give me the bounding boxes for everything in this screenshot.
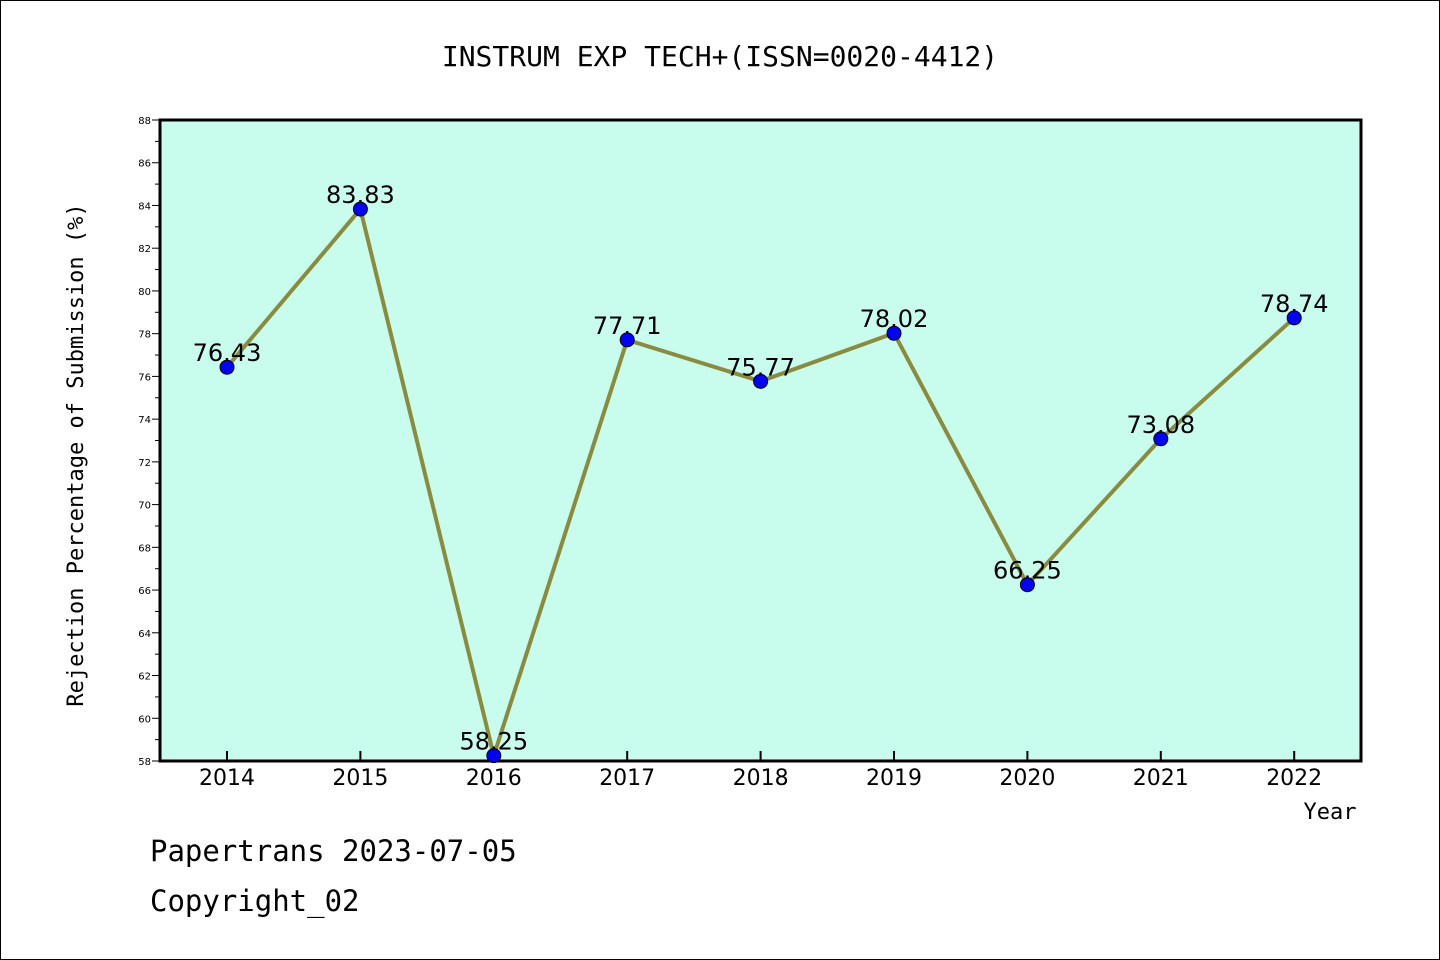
y-tick-label: 86 <box>138 159 151 170</box>
chart-title: INSTRUM EXP TECH+(ISSN=0020-4412) <box>442 40 998 73</box>
data-point <box>753 373 769 389</box>
data-label: 66.25 <box>993 557 1062 585</box>
footer-date: Papertrans 2023-07-05 <box>150 834 517 868</box>
data-label: 78.74 <box>1260 290 1329 318</box>
x-tick-label: 2022 <box>1266 766 1322 791</box>
data-point <box>886 325 902 341</box>
data-label: 83.83 <box>326 181 395 209</box>
x-axis-ticks: 2014 2015 2016 2017 2018 2019 2020 2021 2022 <box>199 751 1322 791</box>
x-tick-label: 2018 <box>733 766 789 791</box>
y-tick-label: 60 <box>138 714 151 725</box>
y-tick-label: 80 <box>138 287 151 298</box>
data-point <box>1286 310 1302 326</box>
y-tick-label: 76 <box>138 372 151 383</box>
data-label: 75.77 <box>726 353 795 381</box>
data-label: 73.08 <box>1126 411 1195 439</box>
y-tick-label: 64 <box>138 629 151 640</box>
y-axis-label: Rejection Percentage of Submission (%) <box>64 203 89 706</box>
footer-copyright: Copyright_02 <box>150 884 360 918</box>
data-label: 78.02 <box>860 305 929 333</box>
y-tick-label: 68 <box>138 543 151 554</box>
data-point <box>1019 577 1035 593</box>
data-labels: 76.43 83.83 58.25 77.71 75.77 78.02 66.25 73.08… <box>193 181 1329 756</box>
y-tick-label: 84 <box>138 201 151 212</box>
x-tick-label: 2019 <box>866 766 922 791</box>
x-tick-label: 2021 <box>1133 766 1189 791</box>
y-axis-ticks: 58 60 62 64 66 68 70 72 74 76 78 80 82 84 86 88 <box>138 116 160 768</box>
x-tick-label: 2020 <box>999 766 1055 791</box>
data-label: 58.25 <box>459 728 528 756</box>
y-tick-label: 88 <box>138 116 151 127</box>
y-tick-label: 72 <box>138 458 151 469</box>
data-label: 76.43 <box>193 339 262 367</box>
y-tick-label: 70 <box>138 501 151 512</box>
series-markers <box>219 201 1302 764</box>
x-axis-label: Year <box>1304 800 1357 825</box>
y-tick-label: 62 <box>138 672 151 683</box>
data-label: 77.71 <box>593 312 662 340</box>
y-tick-label: 78 <box>138 330 151 341</box>
x-tick-label: 2016 <box>466 766 522 791</box>
data-point <box>352 201 368 217</box>
x-tick-label: 2014 <box>199 766 255 791</box>
y-tick-label: 66 <box>138 586 151 597</box>
plot-area <box>158 118 1363 763</box>
y-tick-label: 58 <box>138 757 151 768</box>
x-tick-label: 2015 <box>332 766 388 791</box>
data-point <box>1153 431 1169 447</box>
data-point <box>219 359 235 375</box>
data-point <box>619 332 635 348</box>
y-tick-label: 82 <box>138 244 151 255</box>
y-tick-label: 74 <box>138 415 151 426</box>
data-point <box>486 748 502 764</box>
x-tick-label: 2017 <box>599 766 655 791</box>
